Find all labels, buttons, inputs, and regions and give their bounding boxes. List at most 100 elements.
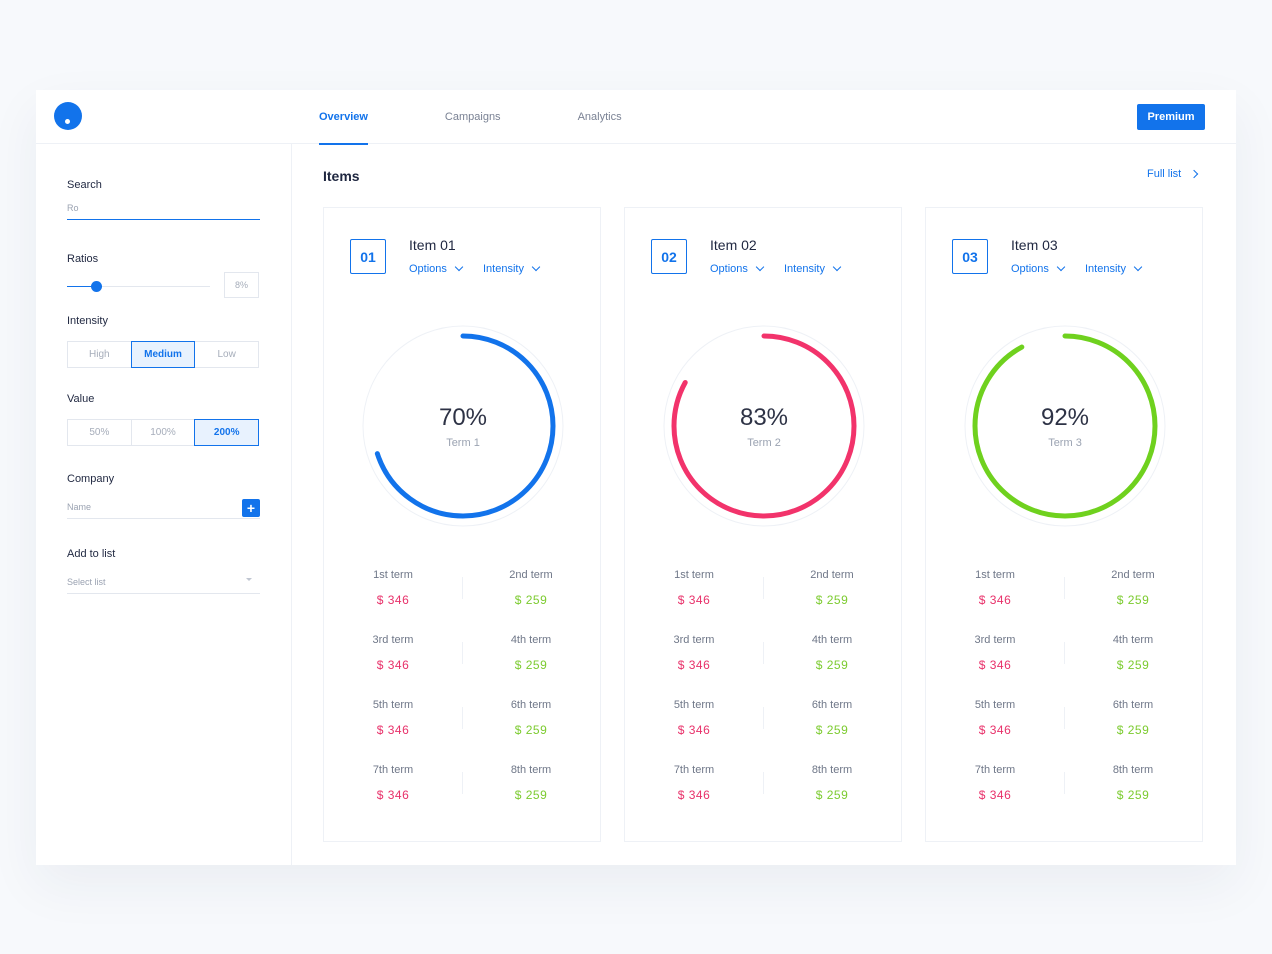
filter-sidebar: Search Ro Ratios 8% Intensity High Mediu… [36, 144, 292, 865]
add-to-list-label: Add to list [67, 548, 116, 560]
term-row: 7th term $ 346 8th term $ 259 [625, 764, 901, 829]
intensity-dropdown-label: Intensity [483, 263, 524, 275]
term-value: $ 259 [1116, 593, 1150, 607]
term-cell: 4th term $ 259 [1064, 634, 1202, 672]
term-value: $ 259 [815, 593, 849, 607]
term-divider [462, 642, 463, 664]
premium-button[interactable]: Premium [1137, 104, 1205, 130]
tab-analytics[interactable]: Analytics [577, 111, 622, 123]
progress-donut: 70% Term 1 [362, 325, 564, 527]
caret-down-icon [246, 578, 252, 581]
term-value: $ 259 [514, 788, 548, 802]
term-value: $ 346 [978, 723, 1012, 737]
progress-arc [972, 333, 1158, 519]
term-label: 6th term [1112, 699, 1154, 711]
term-cell: 6th term $ 259 [763, 699, 901, 737]
term-value: $ 259 [514, 723, 548, 737]
intensity-dropdown[interactable]: Intensity [1085, 262, 1143, 275]
term-value: $ 259 [815, 723, 849, 737]
term-cell: 5th term $ 346 [324, 699, 462, 737]
term-label: 2nd term [1111, 569, 1155, 581]
term-row: 7th term $ 346 8th term $ 259 [324, 764, 600, 829]
ratios-value-box[interactable]: 8% [224, 272, 259, 298]
term-value: $ 259 [815, 658, 849, 672]
term-cell: 7th term $ 346 [625, 764, 763, 802]
term-label: 7th term [974, 764, 1016, 776]
term-label: 6th term [510, 699, 552, 711]
item-title: Item 02 [710, 237, 757, 253]
intensity-option-low[interactable]: Low [194, 341, 260, 368]
term-divider [763, 707, 764, 729]
options-dropdown[interactable]: Options [409, 262, 464, 275]
chevron-down-icon [1056, 262, 1066, 272]
term-cell: 7th term $ 346 [324, 764, 462, 802]
company-name-placeholder: Name [67, 502, 92, 512]
term-divider [1064, 772, 1065, 794]
term-cell: 5th term $ 346 [926, 699, 1064, 737]
select-list-dropdown[interactable]: Select list [67, 577, 260, 594]
intensity-dropdown[interactable]: Intensity [784, 262, 842, 275]
chevron-down-icon [755, 262, 765, 272]
term-cell: 3rd term $ 346 [324, 634, 462, 672]
select-list-placeholder: Select list [67, 577, 106, 587]
value-option-50[interactable]: 50% [67, 419, 132, 446]
term-divider [462, 772, 463, 794]
item-title: Item 01 [409, 237, 456, 253]
term-value: $ 346 [376, 658, 410, 672]
full-list-link[interactable]: Full list [1147, 168, 1199, 180]
chevron-down-icon [1133, 262, 1143, 272]
intensity-option-medium[interactable]: Medium [130, 341, 196, 368]
progress-percent: 92% [1040, 404, 1090, 431]
ratios-slider[interactable] [67, 281, 210, 292]
tab-overview[interactable]: Overview [319, 90, 368, 145]
value-option-100[interactable]: 100% [130, 419, 196, 446]
ratios-slider-thumb[interactable] [90, 281, 102, 292]
tab-campaigns[interactable]: Campaigns [444, 111, 501, 123]
term-label: 1st term [674, 569, 714, 581]
value-option-200[interactable]: 200% [194, 419, 260, 446]
intensity-option-high[interactable]: High [67, 341, 132, 368]
company-label: Company [67, 473, 115, 485]
term-label: 3rd term [974, 634, 1016, 646]
term-label: 2nd term [509, 569, 553, 581]
term-value: $ 346 [376, 788, 410, 802]
term-value: $ 259 [514, 658, 548, 672]
options-dropdown[interactable]: Options [1011, 262, 1066, 275]
item-number-badge: 02 [651, 239, 687, 274]
term-cell: 1st term $ 346 [926, 569, 1064, 607]
intensity-dropdown[interactable]: Intensity [483, 262, 541, 275]
options-dropdown[interactable]: Options [710, 262, 765, 275]
term-label: 7th term [673, 764, 715, 776]
term-divider [763, 577, 764, 599]
add-company-button[interactable]: + [242, 499, 260, 517]
term-divider [462, 577, 463, 599]
term-row: 1st term $ 346 2nd term $ 259 [324, 569, 600, 634]
intensity-dropdown-label: Intensity [1085, 263, 1126, 275]
term-value: $ 346 [677, 723, 711, 737]
term-value: $ 346 [376, 723, 410, 737]
full-list-label: Full list [1147, 168, 1182, 180]
search-input[interactable]: Ro [67, 203, 260, 220]
term-label: 5th term [974, 699, 1016, 711]
company-name-input[interactable]: Name + [67, 499, 260, 519]
top-bar: Overview Campaigns Analytics Premium [36, 90, 1236, 145]
progress-ring [964, 325, 1166, 527]
progress-ring-outline [964, 325, 1166, 527]
page-title: Items [323, 168, 360, 184]
chevron-down-icon [832, 262, 842, 272]
logo-icon[interactable] [54, 102, 82, 130]
term-cell: 1st term $ 346 [625, 569, 763, 607]
term-cell: 6th term $ 259 [1064, 699, 1202, 737]
term-row: 1st term $ 346 2nd term $ 259 [625, 569, 901, 634]
terms-list: 1st term $ 346 2nd term $ 259 3rd term $… [625, 569, 901, 829]
progress-arc [671, 333, 857, 519]
term-value: $ 346 [978, 788, 1012, 802]
ratios-label: Ratios [67, 253, 99, 265]
term-label: 5th term [673, 699, 715, 711]
term-divider [1064, 577, 1065, 599]
progress-donut: 83% Term 2 [663, 325, 865, 527]
term-row: 5th term $ 346 6th term $ 259 [324, 699, 600, 764]
progress-donut: 92% Term 3 [964, 325, 1166, 527]
term-value: $ 259 [815, 788, 849, 802]
chevron-right-icon [1189, 169, 1199, 179]
